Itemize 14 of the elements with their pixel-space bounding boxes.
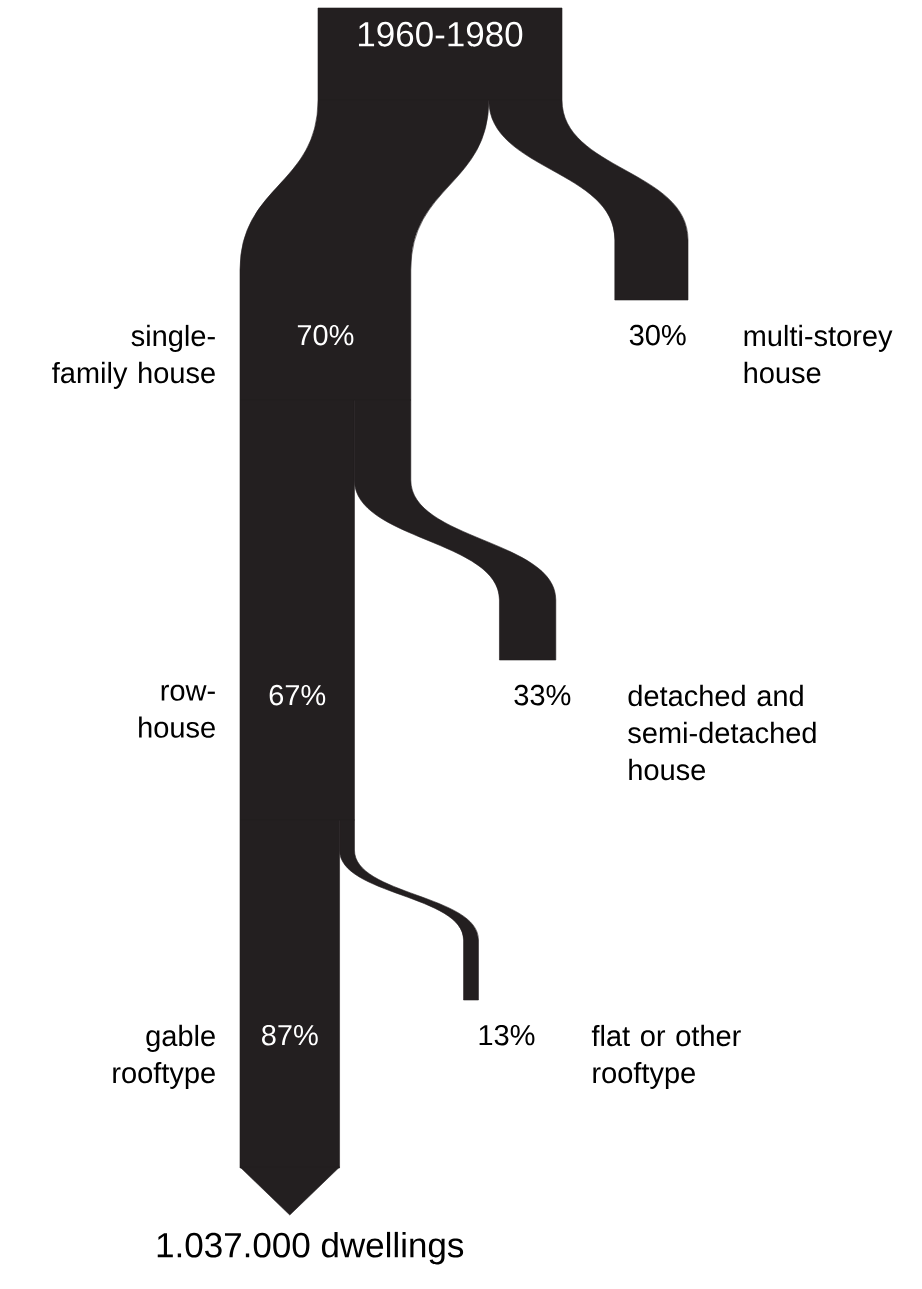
text: 1.037.000 dwellings (157, 1231, 464, 1265)
category-label: multi-storey house (744, 324, 893, 384)
text: 1960-1980 (358, 21, 523, 47)
category-label: row-house (139, 684, 215, 738)
data-label: 33% (514, 684, 571, 706)
data-label: 30% (629, 324, 686, 346)
category-label: flat or other rooftype (591, 1024, 741, 1089)
category-label: single-family house (52, 324, 215, 389)
data-label: 13% (479, 1024, 535, 1046)
data-label: 67% (269, 684, 326, 706)
category-label: gable rooftype (113, 1024, 215, 1089)
category-label: detached and semi-detached house (628, 684, 816, 781)
data-label: 87% (262, 1024, 318, 1046)
data-label: 70% (297, 324, 354, 346)
